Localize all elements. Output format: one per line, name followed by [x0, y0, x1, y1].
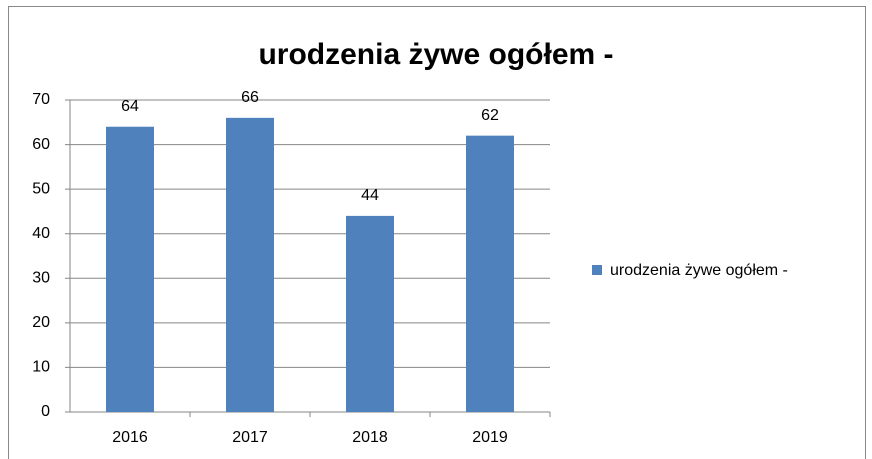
legend-label: urodzenia żywe ogółem - [610, 262, 788, 279]
data-label: 64 [121, 98, 139, 115]
y-tick-label: 20 [32, 314, 50, 331]
x-tick-label: 2016 [112, 429, 148, 446]
data-label: 44 [361, 187, 379, 204]
y-tick-label: 10 [32, 359, 50, 376]
y-tick-label: 50 [32, 180, 50, 197]
data-label: 62 [481, 107, 499, 124]
legend-marker [592, 265, 602, 275]
x-tick-label: 2019 [472, 429, 508, 446]
x-tick-label: 2017 [232, 429, 268, 446]
bar [346, 215, 394, 412]
data-label: 66 [241, 89, 259, 106]
y-tick-label: 0 [41, 403, 50, 420]
y-tick-label: 30 [32, 270, 50, 287]
y-tick-label: 70 [32, 91, 50, 108]
y-tick-label: 40 [32, 225, 50, 242]
bar [226, 117, 274, 412]
y-tick-label: 60 [32, 136, 50, 153]
x-tick-label: 2018 [352, 429, 388, 446]
bar [106, 126, 154, 412]
chart-title: urodzenia żywe ogółem - [258, 38, 613, 71]
bar [466, 135, 514, 412]
